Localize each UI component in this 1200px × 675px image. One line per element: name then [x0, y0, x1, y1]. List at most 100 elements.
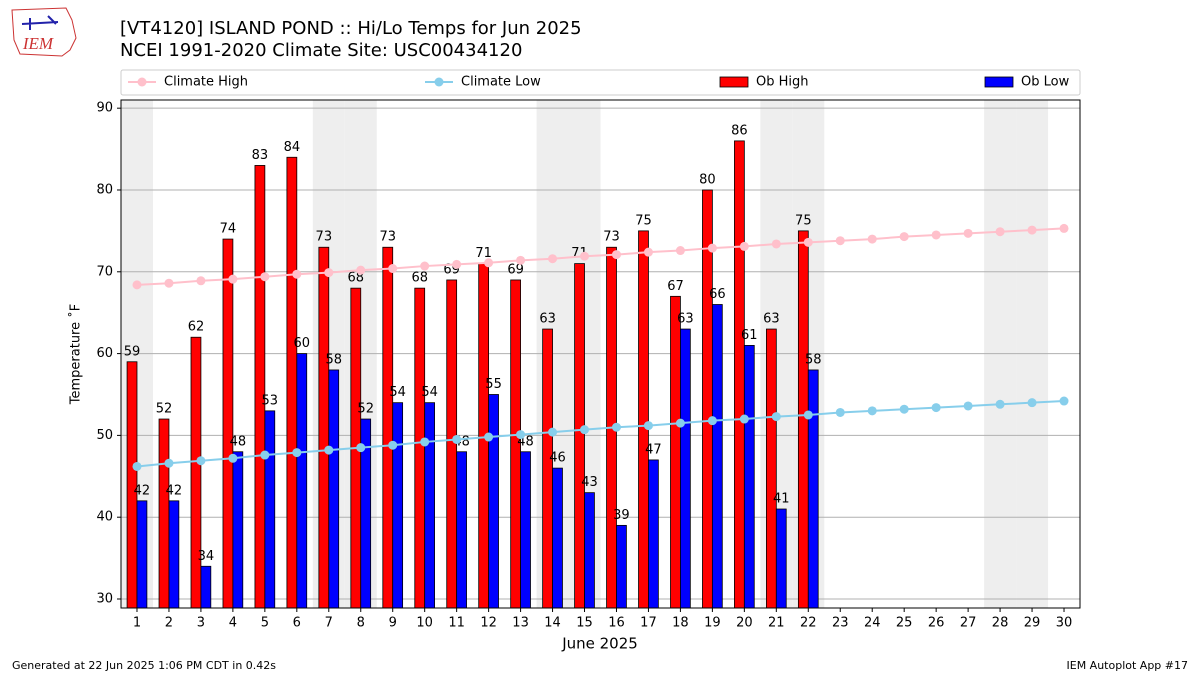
legend-marker — [137, 77, 147, 87]
value-label: 69 — [507, 262, 524, 277]
point — [452, 434, 462, 444]
line — [136, 227, 1065, 286]
value-label: 68 — [411, 271, 428, 286]
point — [388, 440, 398, 450]
logo-outline — [11, 7, 77, 57]
point — [452, 259, 462, 269]
bar — [264, 410, 276, 609]
point — [292, 448, 302, 458]
value-label: 67 — [667, 279, 684, 294]
x-tick-label: 17 — [640, 616, 657, 631]
y-tick-label: 90 — [96, 101, 113, 116]
point — [356, 265, 366, 275]
point — [1027, 225, 1037, 235]
x-tick-label: 15 — [576, 616, 593, 631]
point — [260, 272, 270, 282]
x-tick-label: 16 — [608, 616, 625, 631]
value-label: 71 — [475, 246, 492, 261]
x-axis-label: June 2025 — [561, 635, 638, 653]
point — [835, 236, 845, 246]
value-label: 80 — [699, 172, 716, 187]
legend-label: Climate Low — [461, 75, 541, 90]
point — [771, 239, 781, 249]
point — [643, 247, 653, 257]
bar — [392, 402, 404, 609]
point — [516, 430, 526, 440]
point — [803, 410, 813, 420]
point — [899, 232, 909, 242]
bar — [680, 328, 691, 609]
x-tick-label: 12 — [480, 616, 497, 631]
bar — [488, 394, 499, 609]
value-label: 52 — [357, 402, 374, 417]
x-tick-label: 29 — [1024, 616, 1041, 631]
bar — [711, 304, 723, 609]
point — [196, 456, 206, 466]
x-tick-label: 19 — [704, 616, 721, 631]
value-label: 66 — [709, 287, 726, 302]
bar — [797, 230, 809, 609]
point — [292, 269, 302, 279]
value-label: 63 — [539, 312, 556, 327]
y-tick-label: 50 — [96, 428, 113, 443]
x-tick-label: 6 — [293, 616, 301, 631]
value-label: 60 — [293, 336, 310, 351]
legend-label: Ob Low — [1021, 75, 1070, 90]
point — [675, 246, 685, 256]
bar — [136, 500, 148, 609]
point — [931, 403, 941, 413]
value-label: 63 — [763, 312, 780, 327]
value-label: 75 — [795, 213, 812, 228]
y-tick-label: 30 — [96, 592, 113, 607]
point — [899, 404, 909, 414]
x-tick-label: 10 — [416, 616, 433, 631]
point — [484, 432, 494, 442]
value-label: 52 — [156, 402, 173, 417]
point — [228, 453, 238, 463]
value-label: 73 — [379, 230, 396, 245]
x-tick-label: 18 — [672, 616, 689, 631]
y-tick-label: 40 — [96, 510, 113, 525]
value-label: 58 — [805, 352, 822, 367]
bar — [318, 246, 330, 609]
bar — [254, 165, 266, 609]
point — [356, 443, 366, 453]
point — [324, 445, 334, 455]
point — [963, 228, 973, 238]
bar — [168, 500, 180, 609]
bar — [414, 287, 426, 609]
logo-icon — [21, 15, 59, 30]
point — [867, 406, 877, 416]
chart-title: [VT4120] ISLAND POND :: Hi/Lo Temps for … — [120, 18, 582, 39]
value-label: 48 — [230, 434, 247, 449]
point — [707, 416, 717, 426]
bar — [638, 230, 649, 609]
value-label: 73 — [316, 230, 333, 245]
value-label: 61 — [741, 328, 758, 343]
x-tick-label: 28 — [992, 616, 1009, 631]
value-label: 46 — [549, 451, 566, 466]
point — [739, 414, 749, 424]
point — [164, 458, 174, 468]
point — [132, 280, 142, 290]
bar — [190, 336, 202, 609]
y-axis-label: Temperature ˚F — [68, 304, 84, 405]
x-tick-label: 9 — [389, 616, 397, 631]
point — [803, 237, 813, 247]
point — [1027, 398, 1037, 408]
point — [388, 264, 398, 274]
bar — [456, 451, 467, 609]
y-tick-label: 60 — [96, 346, 113, 361]
y-tick-label: 80 — [96, 182, 113, 197]
legend-swatch — [984, 76, 1014, 88]
x-tick-label: 11 — [448, 616, 465, 631]
x-tick-label: 5 — [261, 616, 269, 631]
point — [739, 241, 749, 251]
value-label: 84 — [284, 140, 301, 155]
point — [611, 422, 621, 432]
chart-subtitle: NCEI 1991-2020 Climate Site: USC00434120 — [120, 40, 522, 61]
point — [963, 401, 973, 411]
value-label: 63 — [677, 312, 694, 327]
